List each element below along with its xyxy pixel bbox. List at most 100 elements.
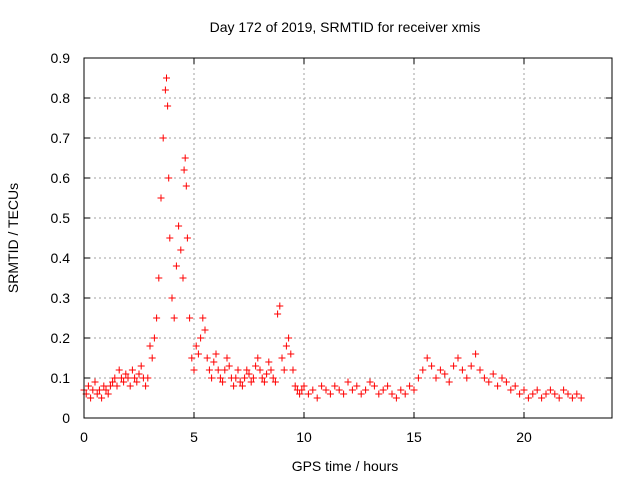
data-point — [265, 358, 273, 366]
data-point — [271, 378, 279, 386]
data-point — [172, 262, 180, 270]
y-tick-label: 0 — [62, 410, 70, 426]
data-point — [230, 382, 238, 390]
data-point — [260, 378, 268, 386]
data-point — [436, 366, 444, 374]
data-point — [153, 314, 161, 322]
data-point — [331, 382, 339, 390]
data-point — [573, 390, 581, 398]
data-point — [282, 342, 290, 350]
data-point — [406, 382, 414, 390]
data-point — [454, 354, 462, 362]
data-point — [568, 394, 576, 402]
data-point — [564, 390, 572, 398]
data-point — [577, 394, 585, 402]
data-point — [221, 366, 229, 374]
data-point — [498, 374, 506, 382]
data-point — [91, 378, 99, 386]
data-point — [291, 382, 299, 390]
grid-layer — [84, 58, 612, 418]
data-point — [423, 354, 431, 362]
data-point — [516, 390, 524, 398]
y-tick-label: 0.4 — [51, 250, 71, 266]
data-point — [183, 234, 191, 242]
data-point — [137, 362, 145, 370]
data-point — [392, 394, 400, 402]
data-point — [432, 374, 440, 382]
data-point — [210, 358, 218, 366]
y-tick-label: 0.8 — [51, 90, 71, 106]
data-point — [278, 354, 286, 362]
x-tick-label: 20 — [516, 429, 532, 445]
data-point — [318, 382, 326, 390]
data-point — [480, 374, 488, 382]
data-point — [524, 394, 532, 402]
data-point — [267, 366, 275, 374]
data-point — [142, 382, 150, 390]
data-point — [555, 394, 563, 402]
data-point — [256, 366, 264, 374]
data-point — [126, 382, 134, 390]
data-point — [397, 386, 405, 394]
x-tick-label: 15 — [406, 429, 422, 445]
data-point — [84, 382, 92, 390]
data-point — [285, 334, 293, 342]
data-point — [190, 366, 198, 374]
data-point — [100, 382, 108, 390]
data-point — [276, 302, 284, 310]
data-point — [247, 378, 255, 386]
data-point — [182, 182, 190, 190]
data-point — [238, 382, 246, 390]
y-tick-label: 0.9 — [51, 50, 71, 66]
data-point — [546, 386, 554, 394]
data-point — [245, 370, 253, 378]
x-tick-label: 5 — [190, 429, 198, 445]
data-point — [551, 390, 559, 398]
data-point — [225, 362, 233, 370]
data-point — [128, 366, 136, 374]
data-point — [441, 370, 449, 378]
data-point — [533, 386, 541, 394]
data-point — [208, 374, 216, 382]
data-point — [401, 390, 409, 398]
data-point — [313, 394, 321, 402]
data-point — [181, 154, 189, 162]
y-tick-label: 0.3 — [51, 290, 71, 306]
data-point — [298, 386, 306, 394]
data-point — [362, 386, 370, 394]
data-point — [243, 366, 251, 374]
data-point — [309, 386, 317, 394]
data-point — [353, 382, 361, 390]
data-point — [520, 386, 528, 394]
data-point — [472, 350, 480, 358]
data-point — [113, 382, 121, 390]
data-point — [102, 386, 110, 394]
data-point — [216, 374, 224, 382]
data-point — [148, 354, 156, 362]
data-point — [98, 394, 106, 402]
data-point — [166, 234, 174, 242]
data-point — [203, 354, 211, 362]
data-point — [252, 362, 260, 370]
data-point — [529, 390, 537, 398]
data-point — [188, 354, 196, 362]
ticks-layer: 0 5 10 15 20 0 0.1 0.2 0.3 0.4 0.5 0.6 0.7 0.8 0.9 — [51, 50, 612, 445]
data-point — [489, 370, 497, 378]
data-point — [219, 378, 227, 386]
data-point — [511, 382, 519, 390]
data-point — [560, 386, 568, 394]
x-axis-label: GPS time / hours — [292, 458, 399, 474]
data-point — [234, 366, 242, 374]
data-point — [428, 362, 436, 370]
data-point — [485, 378, 493, 386]
data-point — [124, 374, 132, 382]
y-tick-label: 0.6 — [51, 170, 71, 186]
data-point — [357, 390, 365, 398]
data-point — [150, 334, 158, 342]
data-point — [296, 390, 304, 398]
data-point — [115, 366, 123, 374]
data-point — [300, 382, 308, 390]
data-point — [463, 374, 471, 382]
chart-title: Day 172 of 2019, SRMTID for receiver xmi… — [210, 19, 481, 35]
data-point — [445, 378, 453, 386]
